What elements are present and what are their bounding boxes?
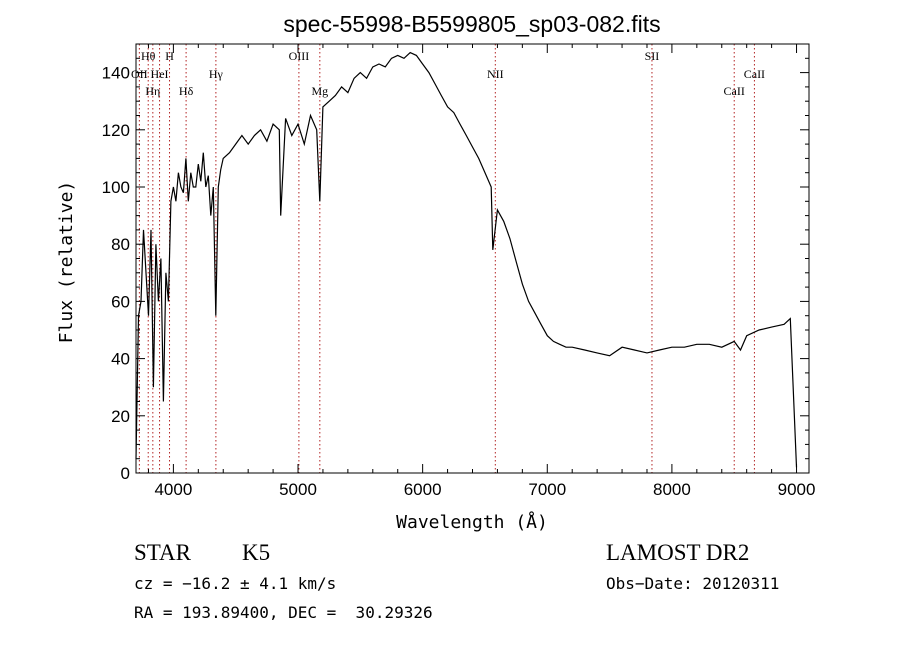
line-marker-label: Hθ — [141, 49, 156, 63]
y-tick-label: 60 — [111, 292, 130, 311]
survey-name: LAMOST DR2 — [606, 540, 750, 565]
line-marker-label: Hδ — [179, 84, 194, 98]
x-tick-label: 8000 — [653, 480, 691, 499]
x-tick-label: 7000 — [528, 480, 566, 499]
redshift-readout: cz = −16.2 ± 4.1 km/s — [134, 574, 337, 593]
chart-title: spec-55998-B5599805_sp03-082.fits — [283, 11, 660, 37]
x-tick-label: 6000 — [404, 480, 442, 499]
y-tick-label: 20 — [111, 407, 130, 426]
x-axis-label: Wavelength (Å) — [396, 511, 548, 533]
line-marker-label: Hη — [145, 84, 160, 98]
y-axis-label: Flux (relative) — [56, 181, 77, 344]
line-marker-label: CaII — [724, 84, 745, 98]
spectrum-line — [135, 51, 798, 468]
line-marker-label: Hγ — [209, 67, 224, 81]
y-tick-label: 120 — [102, 121, 130, 140]
y-axis: 0 20 40 60 80 100 120 140 — [102, 57, 809, 483]
spectral-line-markers: Hθ OII Hη HeI H Hδ Hγ OIII Mg NII SII CaII CaII — [131, 44, 765, 473]
x-axis: 4000 5000 6000 7000 8000 9000 — [147, 44, 816, 499]
y-tick-label: 140 — [102, 64, 130, 83]
sky-position: RA = 193.89400, DEC = 30.29326 — [134, 603, 433, 622]
y-tick-label: 80 — [111, 235, 130, 254]
line-marker-label: NII — [487, 67, 504, 81]
x-tick-label: 9000 — [778, 480, 816, 499]
y-tick-label: 100 — [102, 178, 130, 197]
line-marker-label: Mg — [311, 84, 328, 98]
object-class: STAR — [134, 540, 191, 565]
line-marker-label: H — [165, 49, 174, 63]
line-marker-label: HeI — [151, 67, 169, 81]
obs-date: Obs−Date: 20120311 — [606, 574, 780, 593]
plot-frame — [135, 43, 810, 474]
line-marker-label: CaII — [744, 67, 765, 81]
object-subclass: K5 — [242, 540, 271, 565]
y-tick-label: 40 — [111, 350, 130, 369]
line-marker-label: SII — [645, 49, 660, 63]
line-marker-label: OIII — [289, 49, 310, 63]
line-marker-label: OII — [131, 67, 148, 81]
x-tick-label: 4000 — [154, 480, 192, 499]
x-tick-label: 5000 — [279, 480, 317, 499]
y-tick-label: 0 — [121, 464, 130, 483]
